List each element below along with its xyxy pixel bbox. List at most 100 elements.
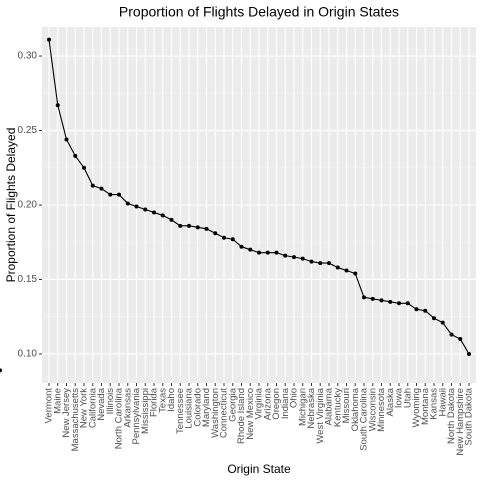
y-tick-label: 0.25 xyxy=(18,125,38,136)
y-axis-label: Proportion of Flights Delayed xyxy=(4,128,18,283)
x-tick-label: Massachusetts xyxy=(70,388,81,452)
chart-title: Proportion of Flights Delayed in Origin … xyxy=(119,4,399,20)
x-tick-label: North Carolina xyxy=(114,387,125,449)
point xyxy=(213,231,218,236)
x-tick-label: Oregon xyxy=(271,388,282,420)
x-tick-label: Ohio xyxy=(289,388,300,408)
point xyxy=(449,332,454,337)
y-tick-label: 0.10 xyxy=(18,349,38,360)
point xyxy=(370,296,375,301)
x-tick-label: Virginia xyxy=(254,387,265,419)
point xyxy=(134,204,139,209)
point xyxy=(467,351,471,356)
x-tick-label: Georgia xyxy=(227,387,238,422)
x-tick-label: Kentucky xyxy=(332,388,343,427)
point xyxy=(117,192,121,197)
point xyxy=(195,225,200,230)
point xyxy=(160,213,165,218)
x-tick-label: New Mexico xyxy=(245,388,256,440)
point xyxy=(108,192,113,197)
x-tick-label: Wyoming xyxy=(411,388,422,428)
x-tick-label: New Jersey xyxy=(61,388,72,438)
point xyxy=(274,250,279,255)
x-tick-label: Montana xyxy=(420,387,431,425)
point xyxy=(82,165,86,170)
x-tick-label: Washington xyxy=(210,388,221,438)
y-tick-label: 0.30 xyxy=(18,51,38,62)
point xyxy=(169,217,174,222)
x-tick-label: Vermont xyxy=(44,388,55,424)
x-tick-label: Kansas xyxy=(429,388,440,420)
point xyxy=(379,298,384,303)
x-tick-label: Michigan xyxy=(297,388,308,426)
x-tick-label: North Dakota xyxy=(446,387,457,444)
point xyxy=(73,153,78,158)
x-tick-label: Minnesota xyxy=(376,387,387,432)
x-tick-label: Utah xyxy=(402,388,413,408)
x-tick-label: Alabama xyxy=(324,387,335,425)
point xyxy=(458,337,463,342)
point xyxy=(257,250,261,255)
point xyxy=(397,301,401,306)
x-tick-label: Connecticut xyxy=(219,388,230,439)
x-tick-label: Rhode Island xyxy=(236,388,247,444)
point xyxy=(414,307,419,312)
x-tick-label: Wisconsin xyxy=(367,388,378,431)
x-tick-label: Maine xyxy=(52,388,63,414)
x-tick-label: Colorado xyxy=(192,388,203,427)
point xyxy=(362,295,366,300)
x-tick-label: California xyxy=(87,387,98,428)
x-tick-label: Tennessee xyxy=(175,388,186,434)
x-tick-label: South Dakota xyxy=(464,387,475,445)
x-tick-label: Hawaii xyxy=(437,388,448,417)
point xyxy=(0,368,2,373)
point xyxy=(423,308,428,313)
x-tick-label: New York xyxy=(79,388,90,428)
point xyxy=(292,255,296,260)
marks xyxy=(0,37,471,373)
x-tick-label: New Hampshire xyxy=(455,388,466,456)
x-axis-label: Origin State xyxy=(227,462,291,476)
x-tick-label: Arkansas xyxy=(122,388,133,428)
y-tick-label: 0.15 xyxy=(18,274,38,285)
x-tick-label: Indiana xyxy=(280,387,291,419)
point xyxy=(178,223,183,228)
x-tick-label: Mississippi xyxy=(140,388,151,434)
point xyxy=(327,261,331,266)
point xyxy=(90,183,95,188)
point xyxy=(405,301,410,306)
x-tick-label: Arizona xyxy=(262,387,273,420)
point xyxy=(388,299,393,304)
x-tick-label: Louisiana xyxy=(184,387,195,428)
x-tick-label: Idaho xyxy=(166,388,177,412)
x-tick-label: Pennsylvania xyxy=(131,387,142,444)
x-tick-label: Nebraska xyxy=(306,387,317,428)
point xyxy=(47,37,51,42)
point xyxy=(99,186,104,191)
x-tick-label: Alaska xyxy=(385,387,396,416)
point xyxy=(204,226,209,231)
point xyxy=(318,261,323,266)
point xyxy=(152,210,156,215)
point xyxy=(187,223,191,228)
point xyxy=(353,271,358,276)
x-tick-label: Florida xyxy=(149,387,160,417)
point xyxy=(64,137,69,142)
point xyxy=(143,207,148,212)
x-tick-label: Illinois xyxy=(105,388,116,415)
x-tick-label: Oklahoma xyxy=(350,387,361,431)
x-tick-label: Missouri xyxy=(341,388,352,423)
x-tick-label: Iowa xyxy=(394,387,405,408)
point xyxy=(248,247,253,252)
point xyxy=(239,244,244,249)
point xyxy=(309,259,314,264)
point xyxy=(125,201,130,206)
x-tick-label: Maryland xyxy=(201,388,212,427)
point xyxy=(230,237,235,242)
x-tick-label: Nevada xyxy=(96,387,107,420)
point xyxy=(344,268,349,273)
x-tick-label: West Virginia xyxy=(315,387,326,443)
grid xyxy=(42,27,476,383)
point xyxy=(265,250,270,255)
point xyxy=(283,253,288,258)
